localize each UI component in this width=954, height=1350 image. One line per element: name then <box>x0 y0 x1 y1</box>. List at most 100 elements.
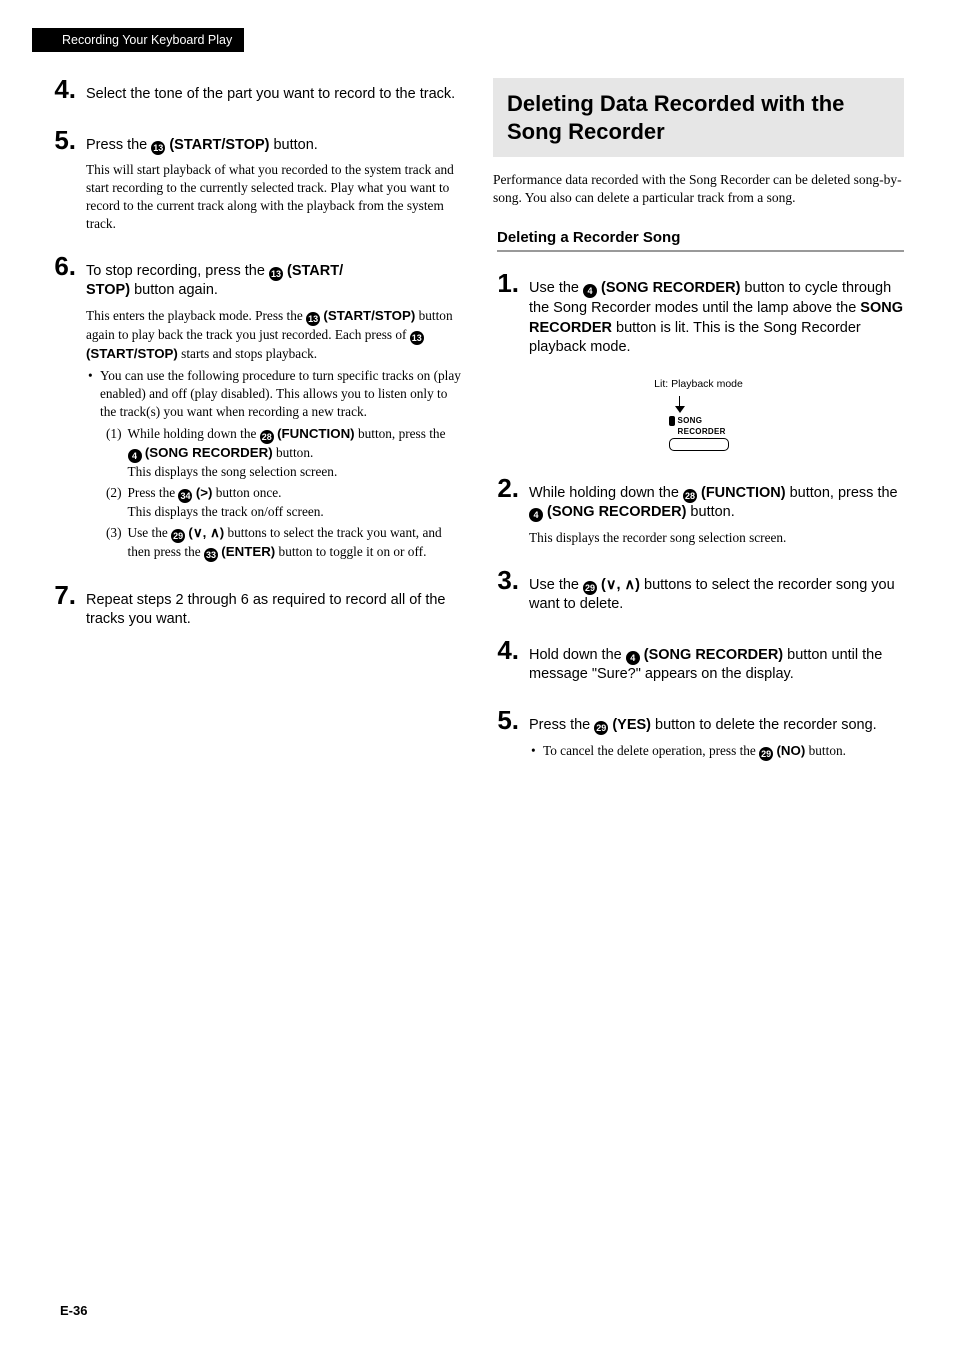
subheading: Deleting a Recorder Song <box>497 229 904 252</box>
chapter-header: Recording Your Keyboard Play <box>32 28 244 52</box>
button-ref-icon: 13 <box>410 331 424 345</box>
t: Press the <box>86 137 151 153</box>
step-text: While holding down the 28 (FUNCTION) but… <box>529 484 904 523</box>
button-ref-icon: 13 <box>151 141 165 155</box>
bullet-item: To cancel the delete operation, press th… <box>529 742 904 761</box>
sub-item: (2) Press the 34 (>) button once. This d… <box>106 484 461 521</box>
t: button. <box>805 743 846 758</box>
section-title: Deleting Data Recorded with the Song Rec… <box>493 78 904 157</box>
button-label: (SONG RECORDER) <box>601 280 740 296</box>
content-columns: 4. Select the tone of the part you want … <box>50 74 904 779</box>
button-ref-icon: 28 <box>683 489 697 503</box>
step-text: Press the 29 (YES) button to delete the … <box>529 716 904 736</box>
step-7: 7. Repeat steps 2 through 6 as required … <box>50 580 461 636</box>
button-label: (SONG RECORDER) <box>547 504 686 520</box>
t: button, press the <box>786 485 898 501</box>
step-number: 7. <box>50 580 76 611</box>
button-ref-icon: 29 <box>171 529 185 543</box>
sub-note: This displays the track on/off screen. <box>128 503 461 521</box>
button-ref-icon: 4 <box>529 508 543 522</box>
step-6: 6. To stop recording, press the 13 (STAR… <box>50 251 461 566</box>
step-number: 5. <box>493 705 519 736</box>
step-text: Use the 4 (SONG RECORDER) button to cycl… <box>529 279 904 357</box>
t: starts and stops playback. <box>178 346 317 361</box>
step-5r: 5. Press the 29 (YES) button to delete t… <box>493 705 904 765</box>
step-5: 5. Press the 13 (START/STOP) button. Thi… <box>50 125 461 237</box>
t: While holding down the <box>128 426 260 441</box>
button-label: (ENTER) <box>221 544 275 559</box>
button-label: (∨, ∧) <box>601 577 640 593</box>
step-2: 2. While holding down the 28 (FUNCTION) … <box>493 473 904 551</box>
t: This enters the playback mode. Press the <box>86 308 306 323</box>
button-label: STOP) <box>86 282 130 298</box>
t: button. <box>273 445 314 460</box>
step-number: 1. <box>493 268 519 299</box>
button-label: (START/ <box>287 263 343 279</box>
step-number: 4. <box>50 74 76 105</box>
button-label: (START/STOP) <box>169 137 269 153</box>
lamp-icon <box>669 416 675 426</box>
sub-num: (2) <box>106 484 122 521</box>
figure-caption: Lit: Playback mode <box>493 378 904 390</box>
figure-body: SONG RECORDER <box>669 396 729 451</box>
t: button. <box>269 137 317 153</box>
t: To cancel the delete operation, press th… <box>543 743 759 758</box>
button-label: (SONG RECORDER) <box>644 647 783 663</box>
section-title-text: Deleting Data Recorded with the Song Rec… <box>507 90 890 145</box>
sub-item: (1) While holding down the 28 (FUNCTION)… <box>106 425 461 481</box>
t: button, press the <box>355 426 446 441</box>
step-4: 4. Select the tone of the part you want … <box>50 74 461 111</box>
sub-note: This displays the song selection screen. <box>128 463 461 481</box>
t: Press the <box>128 485 179 500</box>
sub-num: (3) <box>106 524 122 562</box>
t: Use the <box>529 280 583 296</box>
button-label: (YES) <box>612 717 651 733</box>
step-detail: This will start playback of what you rec… <box>86 161 461 233</box>
step-text: Press the 13 (START/STOP) button. <box>86 136 461 156</box>
button-shape-icon <box>669 438 729 451</box>
step-number: 3. <box>493 565 519 596</box>
button-ref-icon: 4 <box>128 449 142 463</box>
button-label: (NO) <box>777 743 806 758</box>
button-ref-icon: 13 <box>306 312 320 326</box>
t: button once. <box>212 485 281 500</box>
t: buttons to select the recorder song you … <box>529 577 895 613</box>
button-label: (START/STOP) <box>323 308 415 323</box>
section-intro: Performance data recorded with the Song … <box>493 171 904 207</box>
step-text: Repeat steps 2 through 6 as required to … <box>86 591 461 630</box>
button-label: (∨, ∧) <box>188 525 224 540</box>
t: button to delete the recorder song. <box>651 717 877 733</box>
step-number: 4. <box>493 635 519 666</box>
t: To stop recording, press the <box>86 263 269 279</box>
bullet-list: To cancel the delete operation, press th… <box>529 742 904 761</box>
button-label: (FUNCTION) <box>277 426 355 441</box>
step-1: 1. Use the 4 (SONG RECORDER) button to c… <box>493 268 904 363</box>
sub-list: (1) While holding down the 28 (FUNCTION)… <box>100 425 461 562</box>
step-detail: This displays the recorder song selectio… <box>529 529 904 547</box>
step-text: To stop recording, press the 13 (START/ … <box>86 262 461 301</box>
step-4r: 4. Hold down the 4 (SONG RECORDER) butto… <box>493 635 904 691</box>
button-ref-icon: 29 <box>594 721 608 735</box>
step-number: 5. <box>50 125 76 156</box>
left-column: 4. Select the tone of the part you want … <box>50 74 461 779</box>
button-ref-icon: 28 <box>260 430 274 444</box>
arrow-down-icon <box>675 396 685 414</box>
button-ref-icon: 4 <box>626 651 640 665</box>
step-text: Select the tone of the part you want to … <box>86 85 461 105</box>
bullet-list: You can use the following procedure to t… <box>86 367 461 562</box>
figure-label: SONG <box>678 416 703 425</box>
t: Use the <box>529 577 583 593</box>
t: You can use the following procedure to t… <box>100 368 461 419</box>
button-label: (SONG RECORDER) <box>145 445 273 460</box>
button-ref-icon: 4 <box>583 284 597 298</box>
button-ref-icon: 29 <box>583 581 597 595</box>
step-text: Use the 29 (∨, ∧) buttons to select the … <box>529 576 904 615</box>
t: Use the <box>128 525 172 540</box>
step-number: 2. <box>493 473 519 504</box>
button-ref-icon: 34 <box>178 489 192 503</box>
sub-num: (1) <box>106 425 122 481</box>
t: While holding down the <box>529 485 683 501</box>
t: button. <box>686 504 734 520</box>
step-detail: This enters the playback mode. Press the… <box>86 307 461 363</box>
page-number: E-36 <box>60 1303 87 1318</box>
